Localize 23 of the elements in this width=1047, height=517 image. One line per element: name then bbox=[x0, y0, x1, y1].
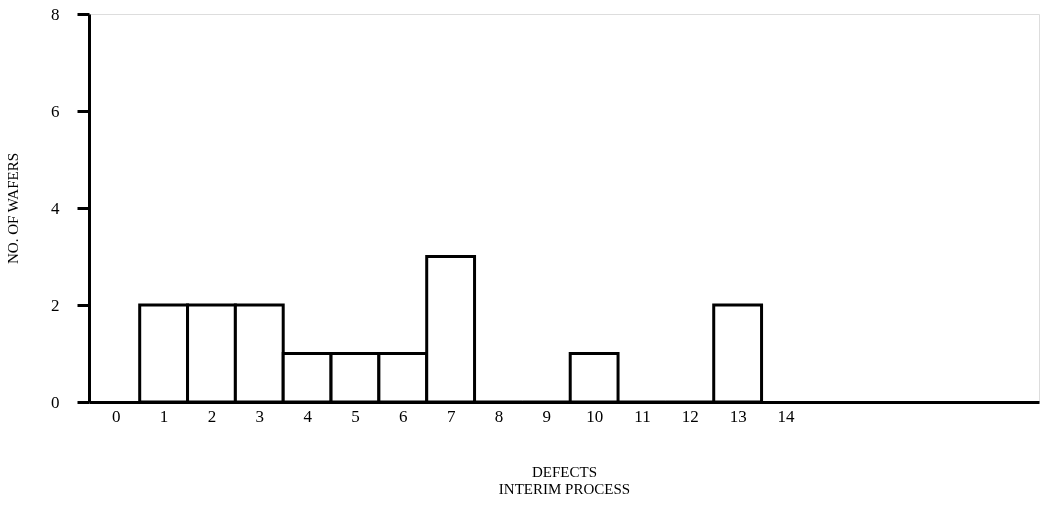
x-tick-label: 12 bbox=[681, 406, 699, 426]
x-tick-label: 0 bbox=[112, 406, 121, 426]
y-tick-label: 4 bbox=[51, 198, 60, 218]
x-tick-label: 5 bbox=[351, 406, 360, 426]
y-tick-label: 0 bbox=[51, 392, 60, 412]
x-tick-label: 3 bbox=[255, 406, 265, 426]
x-tick-label: 11 bbox=[634, 406, 651, 426]
x-tick-label: 9 bbox=[542, 406, 552, 426]
x-tick-label: 10 bbox=[586, 406, 604, 426]
x-tick-label: 4 bbox=[303, 406, 313, 426]
y-tick-label: 6 bbox=[51, 101, 60, 121]
y-tick-label: 8 bbox=[51, 4, 60, 24]
x-tick-label: 14 bbox=[777, 406, 795, 426]
x-tick-label: 2 bbox=[207, 406, 217, 426]
x-tick-label: 6 bbox=[399, 406, 408, 426]
x-axis-title: DEFECTS bbox=[531, 463, 598, 480]
x-tick-label: 13 bbox=[729, 406, 747, 426]
text: INTERIM PROCESS bbox=[498, 480, 631, 497]
x-tick-label: 7 bbox=[446, 406, 456, 426]
y-tick-label: 2 bbox=[51, 295, 60, 315]
x-tick-label: 1 bbox=[159, 406, 169, 426]
y-axis-title: NO. OF WAFERS bbox=[5, 153, 21, 264]
x-tick-label: 8 bbox=[494, 406, 504, 426]
